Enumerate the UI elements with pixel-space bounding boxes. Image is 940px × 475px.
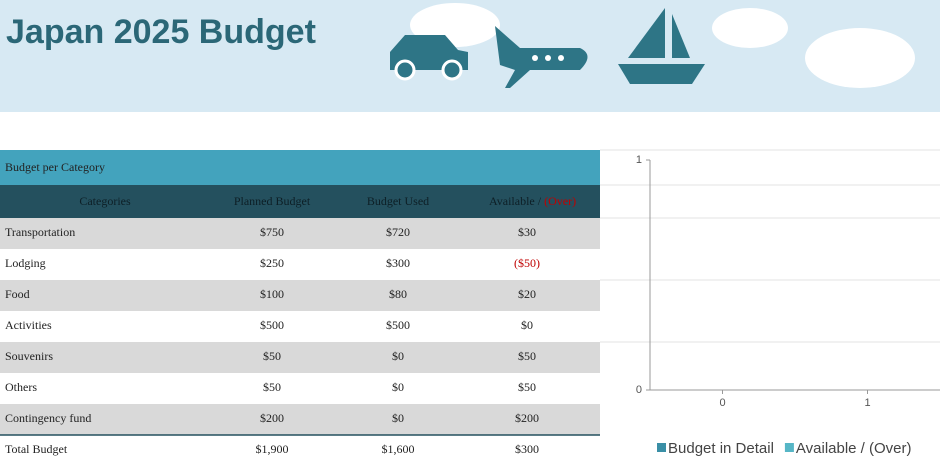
- row-band: [0, 342, 600, 373]
- caption-bar: [0, 150, 600, 185]
- column-header: Available / (Over): [489, 194, 576, 208]
- table-cell: $50: [518, 380, 536, 394]
- table-cell: Contingency fund: [5, 411, 91, 425]
- table-cell: $750: [260, 225, 284, 239]
- table-cell: $720: [386, 225, 410, 239]
- table-cell: Lodging: [5, 256, 46, 270]
- legend-label: Available / (Over): [796, 440, 912, 457]
- row-band: [0, 249, 600, 280]
- legend-swatch: [784, 443, 794, 452]
- column-header: Planned Budget: [234, 194, 311, 208]
- table-cell: $0: [392, 411, 404, 425]
- column-header: Budget Used: [367, 194, 429, 208]
- table-cell: ($50): [514, 256, 540, 270]
- table-cell: $300: [515, 442, 539, 456]
- table-cell: $0: [521, 318, 533, 332]
- table-cell: $0: [392, 380, 404, 394]
- table-cell: $250: [260, 256, 284, 270]
- table-cell: Total Budget: [5, 442, 68, 456]
- row-band: [0, 435, 600, 466]
- table-cell: Activities: [5, 318, 52, 332]
- row-band: [0, 280, 600, 311]
- table-cell: Transportation: [5, 225, 75, 239]
- table-cell: $20: [518, 287, 536, 301]
- table-cell: Souvenirs: [5, 349, 53, 363]
- table-cell: $30: [518, 225, 536, 239]
- table-cell: $200: [515, 411, 539, 425]
- table-cell: $300: [386, 256, 410, 270]
- x-tick-label: 1: [864, 397, 870, 409]
- table-cell: $500: [260, 318, 284, 332]
- budget-table: Budget per Category Categories Planned Bud…: [0, 150, 600, 466]
- row-band: [0, 311, 600, 342]
- table-cell: $50: [518, 349, 536, 363]
- table-caption: Budget per Category: [5, 160, 105, 174]
- chart: 1 0 0 1 Budget in Detail Available / (Over): [600, 149, 940, 457]
- table-cell: $500: [386, 318, 410, 332]
- header-bar: [0, 185, 600, 218]
- x-tick-label: 0: [719, 397, 725, 409]
- row-band: [0, 373, 600, 404]
- table-cell: $100: [260, 287, 284, 301]
- table-cell: $0: [392, 349, 404, 363]
- table-cell: Others: [5, 380, 37, 394]
- table-cell: $80: [389, 287, 407, 301]
- icons: [390, 8, 705, 88]
- y-tick-label: 1: [636, 154, 642, 166]
- table-cell: $1,600: [382, 442, 415, 456]
- y-tick-label: 0: [636, 384, 642, 396]
- table-cell: $1,900: [256, 442, 289, 456]
- table-cell: Food: [5, 287, 30, 301]
- table-cell: $50: [263, 380, 281, 394]
- page-title: Japan 2025 Budget: [6, 13, 316, 51]
- table-cell: $50: [263, 349, 281, 363]
- legend-swatch: [657, 443, 666, 452]
- column-header: Categories: [79, 194, 131, 208]
- legend-label: Budget in Detail: [668, 440, 774, 457]
- row-band: [0, 404, 600, 435]
- column-header-emphasis: (Over): [544, 194, 576, 208]
- table-cell: $200: [260, 411, 284, 425]
- row-band: [0, 218, 600, 249]
